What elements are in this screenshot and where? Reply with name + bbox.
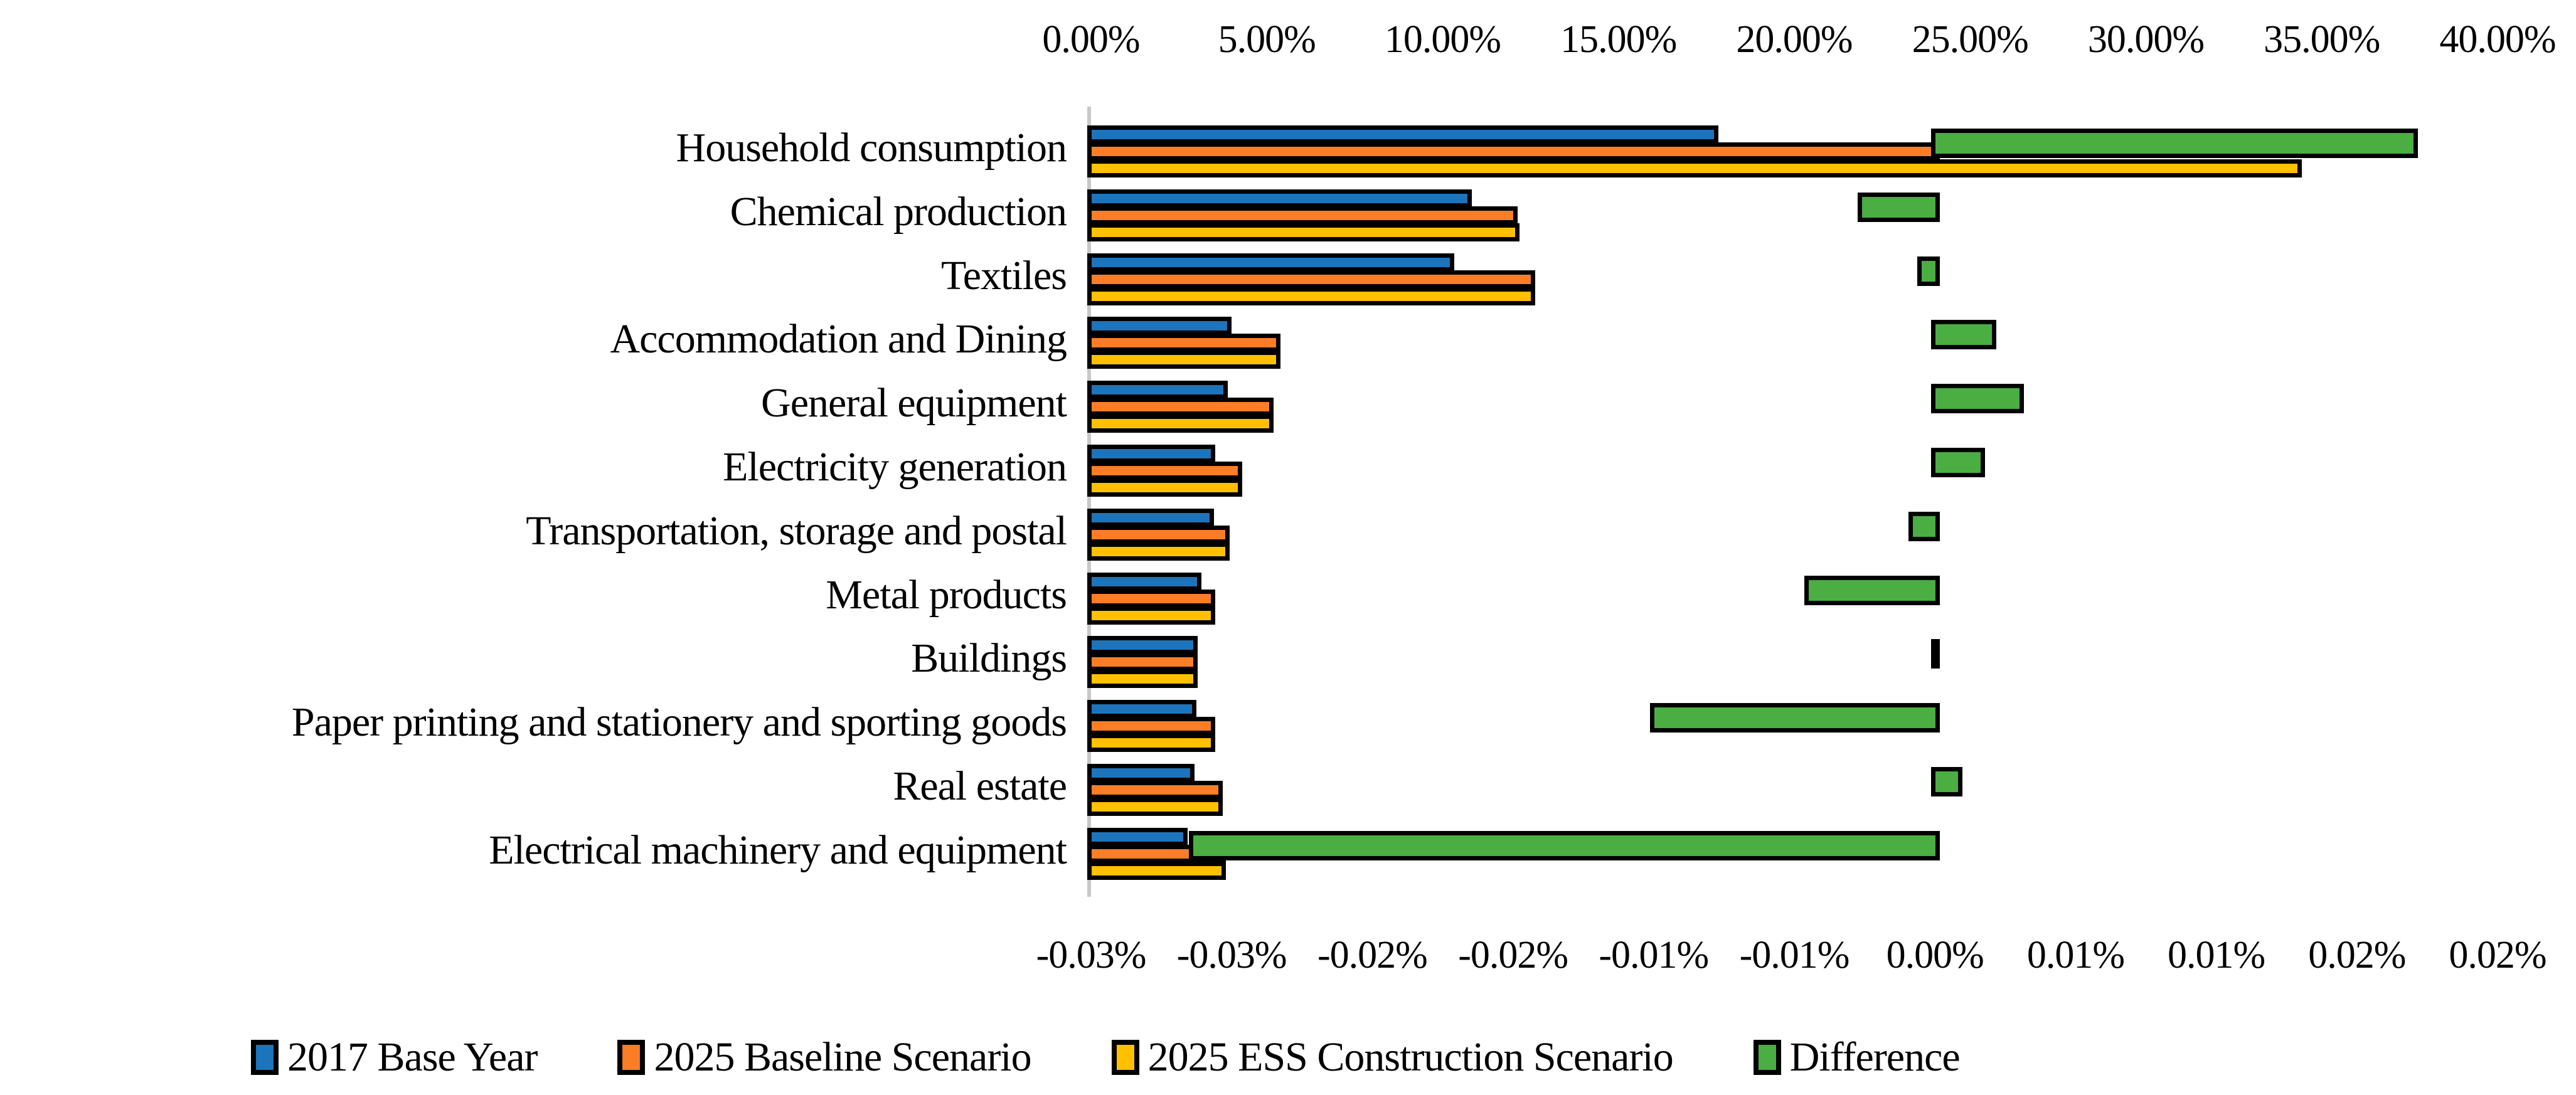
bottom-axis-tick: -0.03% <box>1036 934 1147 976</box>
bottom-axis-tick: -0.03% <box>1176 934 1287 976</box>
bar-2025-baseline-scenario <box>1087 525 1230 544</box>
bottom-axis-tick: 0.01% <box>2168 934 2265 976</box>
top-axis-tick: 20.00% <box>1736 18 1853 61</box>
category-label: Electrical machinery and equipment <box>489 827 1067 873</box>
bar-2017-base-year <box>1087 253 1455 272</box>
bar-2025-ess-construction-scenario <box>1087 542 1230 561</box>
bottom-axis-tick: 0.02% <box>2449 934 2547 976</box>
bar-2025-ess-construction-scenario <box>1087 287 1536 305</box>
category-label: Accommodation and Dining <box>610 316 1067 362</box>
bar-2025-ess-construction-scenario <box>1087 479 1242 497</box>
bar-difference <box>1188 830 1940 860</box>
legend-swatch-2017-base-year <box>251 1040 279 1075</box>
bar-2025-baseline-scenario <box>1087 206 1518 225</box>
bar-2017-base-year <box>1087 700 1196 719</box>
bar-difference <box>1908 511 1940 541</box>
bar-2025-baseline-scenario <box>1087 270 1536 288</box>
category-label: Transportation, storage and postal <box>526 507 1067 554</box>
bar-difference <box>1931 448 1985 477</box>
category-label: Textiles <box>941 252 1067 299</box>
bottom-axis-tick: -0.02% <box>1458 934 1568 976</box>
legend-label: 2025 Baseline Scenario <box>654 1034 1031 1080</box>
bar-2025-baseline-scenario <box>1087 589 1216 608</box>
vertical-axis-line <box>1087 107 1091 897</box>
top-axis-tick: 40.00% <box>2439 18 2556 61</box>
bar-2025-ess-construction-scenario <box>1087 798 1223 816</box>
top-axis-tick: 15.00% <box>1560 18 1677 61</box>
category-label: Real estate <box>893 763 1067 809</box>
bar-2025-baseline-scenario <box>1087 334 1281 352</box>
legend-item-2017-base-year: 2017 Base Year <box>251 1034 538 1081</box>
category-label: Paper printing and stationery and sporti… <box>291 699 1067 746</box>
bar-2025-baseline-scenario <box>1087 398 1274 416</box>
top-axis-tick: 10.00% <box>1384 18 1501 61</box>
bar-2025-baseline-scenario <box>1087 653 1198 672</box>
legend-label: Difference <box>1789 1034 1961 1080</box>
category-label: Buildings <box>911 635 1067 682</box>
bottom-axis-tick: 0.01% <box>2026 934 2125 976</box>
category-label: Household consumption <box>676 125 1067 171</box>
legend-item-difference: Difference <box>1753 1034 1961 1081</box>
bar-difference <box>1931 384 2025 414</box>
bar-difference <box>1931 767 1962 796</box>
legend-swatch-2025-ess-construction-scenario <box>1111 1040 1139 1075</box>
bar-difference <box>1931 639 1940 669</box>
bar-2025-ess-construction-scenario <box>1087 159 2302 177</box>
top-axis-tick: 5.00% <box>1218 18 1316 61</box>
legend-swatch-2025-baseline-scenario <box>617 1040 646 1075</box>
chart-legend: 2017 Base Year 2025 Baseline Scenario 20… <box>251 1034 1961 1081</box>
legend-item-2025-baseline-scenario: 2025 Baseline Scenario <box>617 1034 1032 1081</box>
bar-2017-base-year <box>1087 189 1472 208</box>
bar-2025-ess-construction-scenario <box>1087 670 1198 689</box>
bar-2025-ess-construction-scenario <box>1087 861 1227 880</box>
bar-2017-base-year <box>1087 125 1718 144</box>
bar-2017-base-year <box>1087 508 1214 527</box>
bar-2017-base-year <box>1087 381 1228 399</box>
bottom-axis-tick: -0.01% <box>1739 934 1850 976</box>
bar-2017-base-year <box>1087 827 1188 846</box>
bar-2025-baseline-scenario <box>1087 781 1223 799</box>
legend-item-2025-ess-construction-scenario: 2025 ESS Construction Scenario <box>1111 1034 1674 1081</box>
top-axis-tick: 25.00% <box>1912 18 2029 61</box>
bar-difference <box>1931 129 2418 158</box>
legend-swatch-difference <box>1753 1040 1781 1075</box>
bar-2025-baseline-scenario <box>1087 462 1242 480</box>
top-axis-tick: 30.00% <box>2087 18 2205 61</box>
category-label: Electricity generation <box>723 444 1067 490</box>
bar-2025-baseline-scenario <box>1087 717 1216 736</box>
bottom-axis-tick: -0.02% <box>1317 934 1428 976</box>
bar-2025-ess-construction-scenario <box>1087 415 1274 433</box>
legend-label: 2025 ESS Construction Scenario <box>1147 1034 1674 1080</box>
bottom-axis-tick: 0.00% <box>1886 934 1984 976</box>
category-label: General equipment <box>761 380 1067 426</box>
bar-2017-base-year <box>1087 572 1202 591</box>
bar-difference <box>1917 256 1940 286</box>
bar-2025-ess-construction-scenario <box>1087 606 1216 625</box>
bar-difference <box>1649 703 1940 733</box>
bar-2017-base-year <box>1087 445 1216 463</box>
category-label: Chemical production <box>730 188 1067 235</box>
bar-difference <box>1804 575 1940 605</box>
bar-2017-base-year <box>1087 636 1198 655</box>
bottom-axis-tick: 0.02% <box>2308 934 2406 976</box>
bar-difference <box>1858 192 1940 222</box>
bar-2025-baseline-scenario <box>1087 142 1940 161</box>
top-axis-tick: 35.00% <box>2264 18 2380 61</box>
bar-2025-ess-construction-scenario <box>1087 351 1281 369</box>
category-label: Metal products <box>826 571 1067 618</box>
bar-2017-base-year <box>1087 764 1195 782</box>
bar-2017-base-year <box>1087 317 1232 336</box>
bar-2025-ess-construction-scenario <box>1087 734 1216 753</box>
bottom-axis-tick: -0.01% <box>1599 934 1709 976</box>
bar-difference <box>1931 320 1996 350</box>
top-axis-tick: 0.00% <box>1042 18 1140 61</box>
legend-label: 2017 Base Year <box>287 1034 538 1080</box>
bar-2025-ess-construction-scenario <box>1087 223 1520 241</box>
